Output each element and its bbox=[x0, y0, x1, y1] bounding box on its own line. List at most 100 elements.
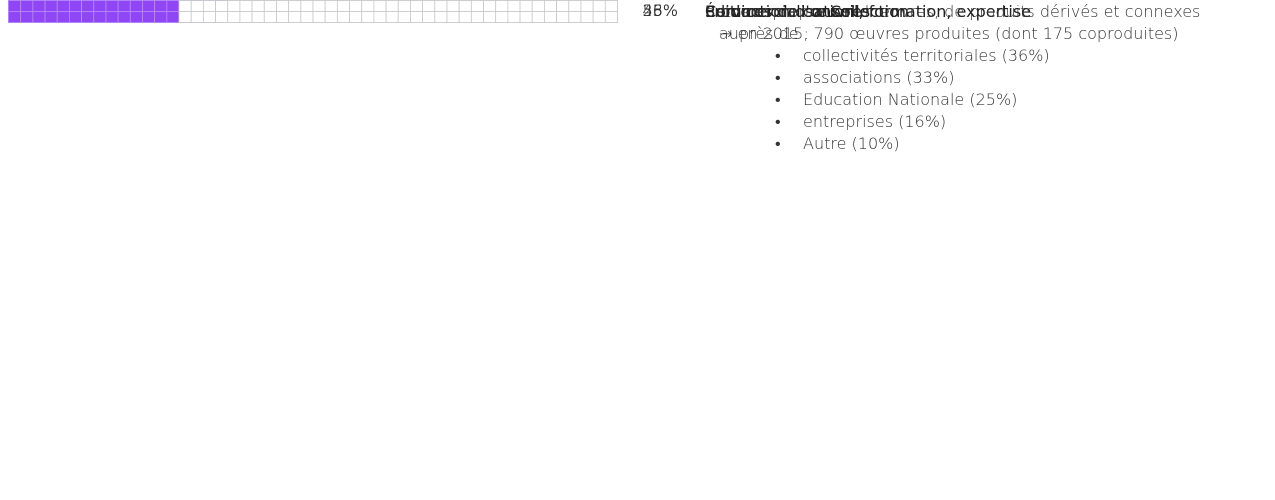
empty-cell bbox=[592, 0, 606, 12]
filled-cell bbox=[117, 0, 131, 12]
empty-cell bbox=[507, 11, 521, 23]
filled-cell bbox=[69, 0, 82, 12]
empty-cell bbox=[288, 11, 302, 23]
filled-cell bbox=[56, 0, 70, 12]
filled-cell bbox=[44, 0, 58, 12]
empty-cell bbox=[178, 0, 192, 12]
empty-cell bbox=[251, 11, 265, 23]
label-block: Production d'œuvres → en 2015, 790 œuvres… bbox=[705, 1, 1260, 45]
empty-cell bbox=[349, 11, 363, 23]
value-label: 56% bbox=[642, 1, 678, 20]
filled-cell bbox=[129, 11, 143, 23]
empty-cell bbox=[458, 11, 472, 23]
empty-cell bbox=[288, 0, 302, 12]
empty-cell bbox=[556, 0, 570, 12]
empty-cell bbox=[239, 11, 253, 23]
label-block: Édition bbox=[705, 1, 1260, 23]
filled-cell bbox=[93, 0, 107, 12]
filled-cell bbox=[81, 0, 95, 12]
empty-cell bbox=[592, 11, 606, 23]
empty-cell bbox=[568, 11, 582, 23]
label-before: ont leur propre bbox=[705, 2, 830, 21]
empty-cell bbox=[227, 11, 241, 23]
category: Production d'œuvres bbox=[705, 2, 871, 21]
filled-cell bbox=[56, 11, 70, 23]
category: Collection bbox=[829, 2, 910, 21]
empty-cell bbox=[397, 0, 411, 12]
filled-cell bbox=[20, 11, 34, 23]
filled-cell bbox=[129, 0, 143, 12]
empty-cell bbox=[397, 11, 411, 23]
label-block: Commercialisation d'œuvres, de produits … bbox=[705, 1, 1260, 23]
sublist-item: associations (33%) bbox=[775, 67, 1260, 89]
sublist-item: Education Nationale (25%) bbox=[775, 89, 1260, 111]
filled-cell bbox=[69, 11, 82, 23]
filled-cell bbox=[8, 11, 22, 23]
empty-cell bbox=[604, 0, 618, 12]
empty-cell bbox=[434, 11, 448, 23]
filled-cell bbox=[32, 11, 46, 23]
empty-cell bbox=[446, 0, 460, 12]
label: ont leur propre Collection bbox=[705, 1, 1260, 23]
empty-cell bbox=[324, 11, 338, 23]
empty-cell bbox=[483, 11, 497, 23]
empty-cell bbox=[263, 11, 277, 23]
label-block: ont leur propre Collection bbox=[705, 1, 1260, 23]
filled-cell bbox=[81, 11, 95, 23]
sublist: collectivités territoriales (36%)associa… bbox=[705, 45, 1260, 155]
value-label: 56% bbox=[642, 1, 678, 20]
empty-cell bbox=[385, 0, 399, 12]
category: Édition bbox=[705, 2, 761, 21]
filled-cell bbox=[166, 11, 180, 23]
empty-cell bbox=[361, 11, 375, 23]
empty-cell bbox=[215, 11, 229, 23]
empty-cell bbox=[568, 0, 582, 12]
empty-cell bbox=[276, 11, 290, 23]
filled-cell bbox=[32, 0, 46, 12]
filled-cell bbox=[154, 0, 168, 12]
empty-cell bbox=[410, 0, 424, 12]
note: → en 2015, 790 œuvres produites (dont 17… bbox=[719, 24, 1179, 43]
empty-cell bbox=[312, 11, 326, 23]
empty-cell bbox=[336, 11, 350, 23]
empty-cell bbox=[215, 0, 229, 12]
filled-cell bbox=[44, 11, 58, 23]
sublist-item: collectivités territoriales (36%) bbox=[775, 45, 1260, 67]
label-block: Services de conseil, formation, expertis… bbox=[705, 1, 1260, 155]
value-label: 35% bbox=[642, 1, 678, 20]
empty-cell bbox=[336, 0, 350, 12]
filled-cell bbox=[105, 0, 119, 12]
label-after: d'œuvres, de produits dérivés et connexe… bbox=[853, 2, 1201, 21]
sublist-item: entreprises (16%) bbox=[775, 111, 1260, 133]
category: Commercialisation bbox=[705, 2, 854, 21]
label: Édition bbox=[705, 1, 1260, 23]
filled-cell bbox=[154, 11, 168, 23]
filled-cell bbox=[166, 0, 180, 12]
empty-cell bbox=[495, 11, 509, 23]
filled-cell bbox=[142, 0, 156, 12]
empty-cell bbox=[178, 11, 192, 23]
label: Commercialisation d'œuvres, de produits … bbox=[705, 1, 1260, 23]
value-label: 28% bbox=[642, 1, 678, 20]
empty-cell bbox=[227, 0, 241, 12]
empty-cell bbox=[495, 0, 509, 12]
empty-cell bbox=[580, 0, 594, 12]
empty-cell bbox=[410, 11, 424, 23]
empty-cell bbox=[434, 0, 448, 12]
empty-cell bbox=[190, 11, 204, 23]
empty-cell bbox=[531, 11, 545, 23]
empty-cell bbox=[458, 0, 472, 12]
empty-cell bbox=[324, 0, 338, 12]
empty-cell bbox=[312, 0, 326, 12]
empty-cell bbox=[300, 0, 314, 12]
empty-cell bbox=[263, 0, 277, 12]
empty-cell bbox=[361, 0, 375, 12]
empty-cell bbox=[446, 11, 460, 23]
empty-cell bbox=[470, 0, 484, 12]
label: Services de conseil, formation, expertis… bbox=[705, 1, 1260, 23]
empty-cell bbox=[531, 0, 545, 12]
filled-cell bbox=[8, 0, 22, 12]
empty-cell bbox=[544, 0, 557, 12]
filled-cell bbox=[105, 11, 119, 23]
